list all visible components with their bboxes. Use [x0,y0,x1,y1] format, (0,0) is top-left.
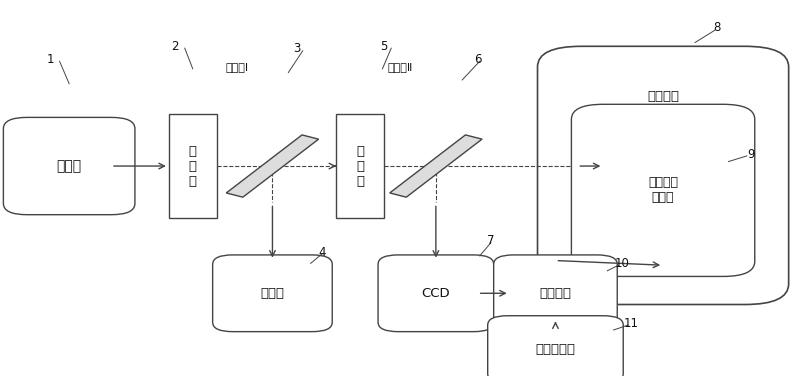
Text: 分束镜Ⅰ: 分束镜Ⅰ [225,62,248,72]
Text: 3: 3 [293,43,300,55]
Text: 能量计: 能量计 [261,287,285,300]
Text: 4: 4 [318,246,326,259]
Text: 电脑主机: 电脑主机 [539,287,571,300]
FancyBboxPatch shape [488,316,623,377]
Text: 聚
焦
镜: 聚 焦 镜 [356,144,364,187]
Text: 三维电动
平移台: 三维电动 平移台 [648,176,678,204]
Text: 7: 7 [487,234,494,247]
Text: 8: 8 [714,21,721,34]
Text: 6: 6 [474,53,482,66]
FancyBboxPatch shape [213,255,332,332]
Text: 2: 2 [171,40,179,53]
Bar [336,113,384,218]
Bar [169,113,217,218]
Text: 真空靶室: 真空靶室 [647,90,679,103]
FancyBboxPatch shape [538,46,789,305]
Polygon shape [390,135,482,197]
Text: 激光器: 激光器 [57,159,82,173]
Text: 9: 9 [747,148,754,161]
Text: 11: 11 [624,317,638,330]
Text: 分束镜Ⅱ: 分束镜Ⅱ [387,62,413,72]
FancyBboxPatch shape [571,104,754,276]
FancyBboxPatch shape [378,255,494,332]
Text: 1: 1 [47,53,54,66]
Polygon shape [226,135,318,197]
Text: 5: 5 [380,40,388,53]
Text: 10: 10 [614,257,629,270]
Text: 衰
减
片: 衰 减 片 [189,144,197,187]
Text: 电脑显示器: 电脑显示器 [535,343,575,356]
Text: CCD: CCD [422,287,450,300]
FancyBboxPatch shape [494,255,618,332]
FancyBboxPatch shape [3,117,135,215]
